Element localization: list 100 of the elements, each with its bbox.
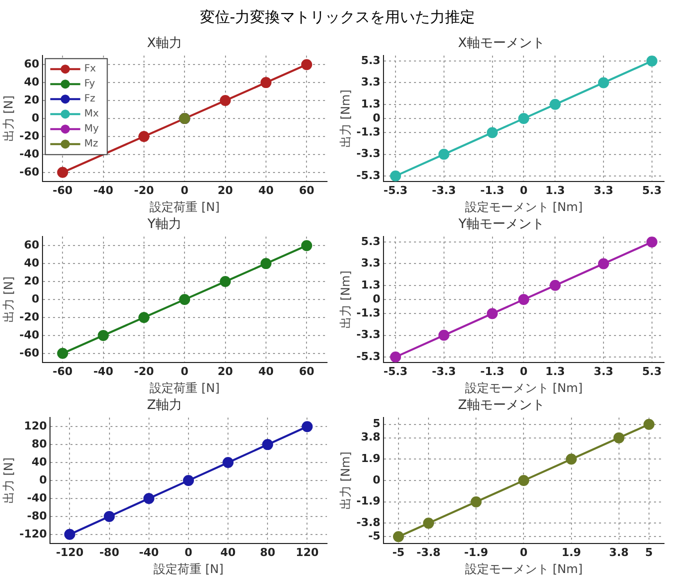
point	[57, 166, 68, 178]
x-tick-label: -40	[138, 546, 160, 559]
y-tick-label: 5	[372, 417, 380, 430]
x-tick-label: 3.3	[594, 364, 614, 378]
x-tick-label: 5.3	[642, 184, 662, 197]
x-tick-label: 1.9	[562, 546, 582, 559]
y-tick-label: -20	[19, 310, 40, 324]
y-tick-label: -1.3	[356, 125, 380, 138]
y-tick-label: 80	[32, 437, 48, 450]
y-tick-label: -5.3	[356, 168, 380, 182]
y-tick-label: -40	[19, 328, 40, 342]
x-tick-label: 0	[520, 184, 528, 197]
point	[486, 308, 498, 320]
y-tick-label: -1.9	[356, 494, 380, 508]
point	[598, 258, 610, 270]
x-tick-label: 20	[218, 184, 234, 197]
point	[138, 312, 150, 323]
point	[598, 77, 610, 88]
point	[143, 492, 154, 504]
x-tick-label: -1.9	[464, 546, 488, 559]
x-tick-label: -120	[56, 546, 84, 559]
y-tick-label: -3.3	[356, 328, 380, 342]
y-tick-label: -80	[27, 509, 48, 522]
y-tick-label: 1.9	[360, 452, 380, 466]
point	[390, 170, 402, 182]
x-tick-label: 60	[299, 184, 315, 197]
point	[220, 95, 231, 106]
point	[260, 77, 272, 88]
chart-title: Z軸モーメント	[458, 398, 545, 414]
y-axis-title: 出力 [Nm]	[338, 90, 352, 148]
x-tick-label: -60	[52, 184, 73, 197]
point	[550, 280, 561, 291]
text: 変位-力変換マトリックスを用いた力推定	[198, 7, 476, 28]
x-tick-label: 1.3	[545, 364, 565, 378]
y-tick-label: 1.3	[360, 278, 380, 292]
y-tick-label: -40	[27, 491, 48, 504]
y-tick-label: 5.3	[360, 234, 380, 248]
y-tick-label: 40	[24, 75, 40, 88]
x-tick-label: 0	[520, 364, 528, 378]
x-tick-label: 3.8	[609, 546, 629, 559]
legend-label: Mx	[84, 108, 99, 120]
x-tick-label: -40	[93, 364, 114, 378]
y-tick-label: 0	[372, 111, 381, 124]
point	[566, 454, 577, 465]
y-tick-label: 120	[24, 419, 48, 432]
x-tick-label: -5.3	[384, 364, 408, 378]
point	[138, 130, 150, 142]
y-tick-label: 0	[372, 292, 381, 306]
x-axis-title: 設定荷重 [N]	[150, 380, 220, 395]
y-tick-label: -5	[368, 530, 380, 543]
y-tick-label: 0	[372, 473, 381, 486]
y-tick-label: -60	[19, 165, 40, 178]
legend-label: Fz	[84, 94, 96, 105]
y-tick-label: -1.3	[356, 306, 380, 320]
x-axis-title: 設定モーメント [Nm]	[464, 562, 583, 576]
chart-title: X軸力	[147, 36, 182, 52]
point	[550, 98, 561, 110]
x-axis-title: 設定荷重 [N]	[150, 200, 220, 214]
y-axis-title: 出力 [N]	[1, 95, 16, 142]
point	[392, 531, 404, 542]
x-tick-label: 5.3	[642, 364, 662, 378]
y-tick-label: 20	[24, 274, 40, 288]
x-tick-label: -60	[52, 364, 73, 378]
y-tick-label: 3.3	[360, 76, 380, 89]
x-tick-label: 80	[260, 546, 276, 559]
x-tick-label: 0	[184, 546, 193, 559]
point	[646, 56, 658, 67]
point	[643, 418, 654, 430]
y-tick-label: 3.3	[360, 256, 380, 270]
point	[390, 351, 402, 362]
point	[260, 258, 272, 270]
point	[98, 330, 109, 341]
point	[486, 127, 498, 138]
y-tick-label: 5.3	[360, 54, 380, 67]
y-tick-label: 60	[24, 57, 40, 70]
chart-title: Y軸モーメント	[458, 217, 544, 232]
x-tick-label: 20	[218, 364, 234, 378]
point	[423, 518, 434, 529]
x-tick-label: 5	[645, 546, 653, 559]
y-tick-label: 0	[32, 111, 40, 124]
point	[182, 475, 194, 486]
point	[64, 528, 76, 540]
chart-title: X軸モーメント	[458, 36, 545, 52]
y-axis-title: 出力 [Nm]	[338, 270, 352, 328]
x-tick-label: -3.8	[416, 546, 441, 559]
y-tick-label: 0	[32, 292, 40, 306]
y-tick-label: -40	[19, 147, 40, 160]
point	[613, 432, 624, 444]
y-tick-label: 60	[24, 238, 40, 252]
x-axis-title: 設定荷重 [N]	[153, 562, 224, 576]
x-tick-label: 3.3	[594, 184, 614, 197]
point	[470, 496, 482, 508]
y-tick-label: -5.3	[356, 350, 380, 363]
x-tick-label: 0	[180, 364, 189, 378]
point	[518, 475, 530, 486]
y-tick-label: -20	[19, 129, 40, 142]
x-axis-title: 設定モーメント [Nm]	[464, 200, 583, 214]
x-tick-label: -40	[93, 184, 114, 197]
point	[438, 148, 450, 160]
x-tick-label: 40	[220, 546, 236, 559]
